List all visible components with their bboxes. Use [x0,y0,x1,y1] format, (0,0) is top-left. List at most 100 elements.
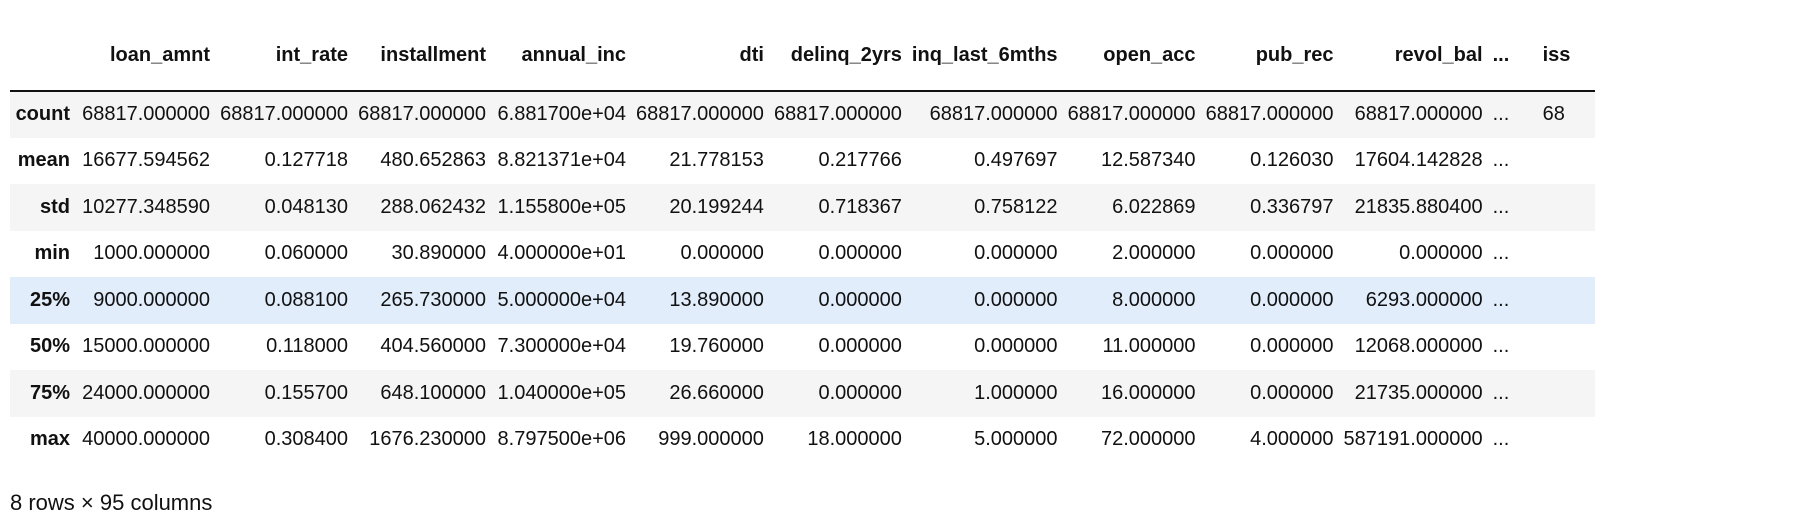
table-row: 50% 15000.000000 0.118000 404.560000 7.30000… [10,324,1595,371]
row-index-label: std [40,195,70,218]
table-row: std 10277.348590 0.048130 288.062432 1.15580… [10,184,1595,231]
table-row: mean 16677.594562 0.127718 480.652863 8.8213… [10,138,1595,185]
column-header: pub_rec [1205,20,1344,92]
shape-summary: 8 rows × 95 columns [10,490,213,515]
table-cell: 0.308400 [264,428,348,451]
table-body: count 68817.000000 68817.000000 68817.00000… [10,91,1595,463]
ellipsis-cell: ... [1492,428,1510,451]
column-header: inq_last_6mths [911,20,1068,92]
ellipsis-cell: ... [1492,335,1510,358]
header-row: loan_amnt int_rate installment annual_inc dt… [10,20,1595,92]
ellipsis-cell: ... [1492,195,1510,218]
table-cell: 7.300000e+04 [497,335,626,358]
column-header: int_rate [220,20,358,92]
table-cell: 1.000000 [974,381,1058,404]
table-cell: 0.000000 [818,288,902,311]
table-header: loan_amnt int_rate installment annual_inc dt… [10,20,1595,92]
table-cell: 648.100000 [380,381,486,404]
table-row: count 68817.000000 68817.000000 68817.00000… [10,91,1595,138]
table-cell: 4.000000 [1250,428,1334,451]
table-row: 75% 24000.000000 0.155700 648.100000 1.04000… [10,370,1595,417]
ellipsis-cell: ... [1492,288,1510,311]
column-header: installment [358,20,496,92]
table-cell: 0.000000 [1250,335,1334,358]
table-cell: 17604.142828 [1354,149,1483,172]
describe-table: loan_amnt int_rate installment annual_inc dt… [10,20,1595,463]
ellipsis-cell: ... [1492,242,1510,265]
table-cell: 19.760000 [669,335,764,358]
table-cell: 0.060000 [264,242,348,265]
table-cell: 0.758122 [974,195,1058,218]
table-cell: 68817.000000 [358,103,486,126]
table-cell: 0.048130 [264,195,348,218]
row-index-label: mean [17,149,70,172]
table-cell: 21.778153 [669,149,764,172]
ellipsis-cell: ... [1492,381,1510,404]
table-cell [1535,324,1595,371]
table-cell: 68817.000000 [1205,103,1334,126]
column-header: revol_bal [1343,20,1493,92]
table-cell: 5.000000 [974,428,1058,451]
table-cell: 8.000000 [1112,288,1196,311]
table-cell: 26.660000 [669,381,764,404]
table-cell: 0.088100 [264,288,348,311]
table-cell: 6.022869 [1112,195,1196,218]
table-cell: 1676.230000 [369,428,486,451]
table-cell: 0.000000 [974,242,1058,265]
table-cell: 0.217766 [818,149,902,172]
table-cell: 68817.000000 [1067,103,1196,126]
table-cell: 21835.880400 [1354,195,1483,218]
table-cell: 0.718367 [818,195,902,218]
table-cell: 0.000000 [818,381,902,404]
column-header: delinq_2yrs [773,20,912,92]
row-index-label: 75% [29,381,70,404]
table-cell [1535,231,1595,278]
table-cell: 0.000000 [1399,242,1483,265]
row-index-label: min [34,242,70,265]
row-index-label: 25% [29,288,70,311]
table-cell: 2.000000 [1112,242,1196,265]
table-cell: 8.821371e+04 [497,149,626,172]
table-cell: 4.000000e+01 [497,242,626,265]
column-ellipsis-header: ... [1492,20,1535,92]
table-cell: 12.587340 [1100,149,1196,172]
table-cell: 72.000000 [1100,428,1196,451]
table-cell: 13.890000 [669,288,764,311]
table-cell: 288.062432 [380,195,486,218]
table-cell: 1.155800e+05 [497,195,626,218]
table-row: 25% 9000.000000 0.088100 265.730000 5.000000… [10,277,1595,324]
column-header: annual_inc [496,20,636,92]
row-index-label: 50% [29,335,70,358]
table-cell [1535,277,1595,324]
dataframe-output: loan_amnt int_rate installment annual_inc dt… [10,20,1820,463]
table-cell: 24000.000000 [82,381,210,404]
table-cell: 0.000000 [680,242,764,265]
column-header: open_acc [1067,20,1206,92]
table-cell [1535,417,1595,464]
table-cell: 6293.000000 [1365,288,1483,311]
table-cell: 68817.000000 [929,103,1058,126]
table-cell: 0.000000 [818,335,902,358]
table-cell: 68 [1542,103,1565,126]
table-cell: 0.000000 [974,335,1058,358]
table-cell: 0.000000 [1250,381,1334,404]
table-cell: 11.000000 [1102,335,1196,358]
table-row: min 1000.000000 0.060000 30.890000 4.000000e… [10,231,1595,278]
table-cell: 12068.000000 [1354,335,1483,358]
ellipsis-cell: ... [1492,103,1510,126]
table-cell: 20.199244 [669,195,764,218]
table-cell: 999.000000 [658,428,764,451]
ellipsis-cell: ... [1492,149,1510,172]
table-cell: 265.730000 [380,288,486,311]
table-cell: 21735.000000 [1354,381,1483,404]
table-cell [1535,138,1595,185]
table-cell: 0.497697 [974,149,1058,172]
table-cell: 30.890000 [391,242,486,265]
table-cell: 0.155700 [264,381,348,404]
table-cell: 68817.000000 [220,103,348,126]
table-cell: 16677.594562 [82,149,210,172]
table-cell: 9000.000000 [93,288,210,311]
table-cell: 404.560000 [380,335,486,358]
table-cell: 68817.000000 [1354,103,1483,126]
table-cell: 0.000000 [1250,242,1334,265]
